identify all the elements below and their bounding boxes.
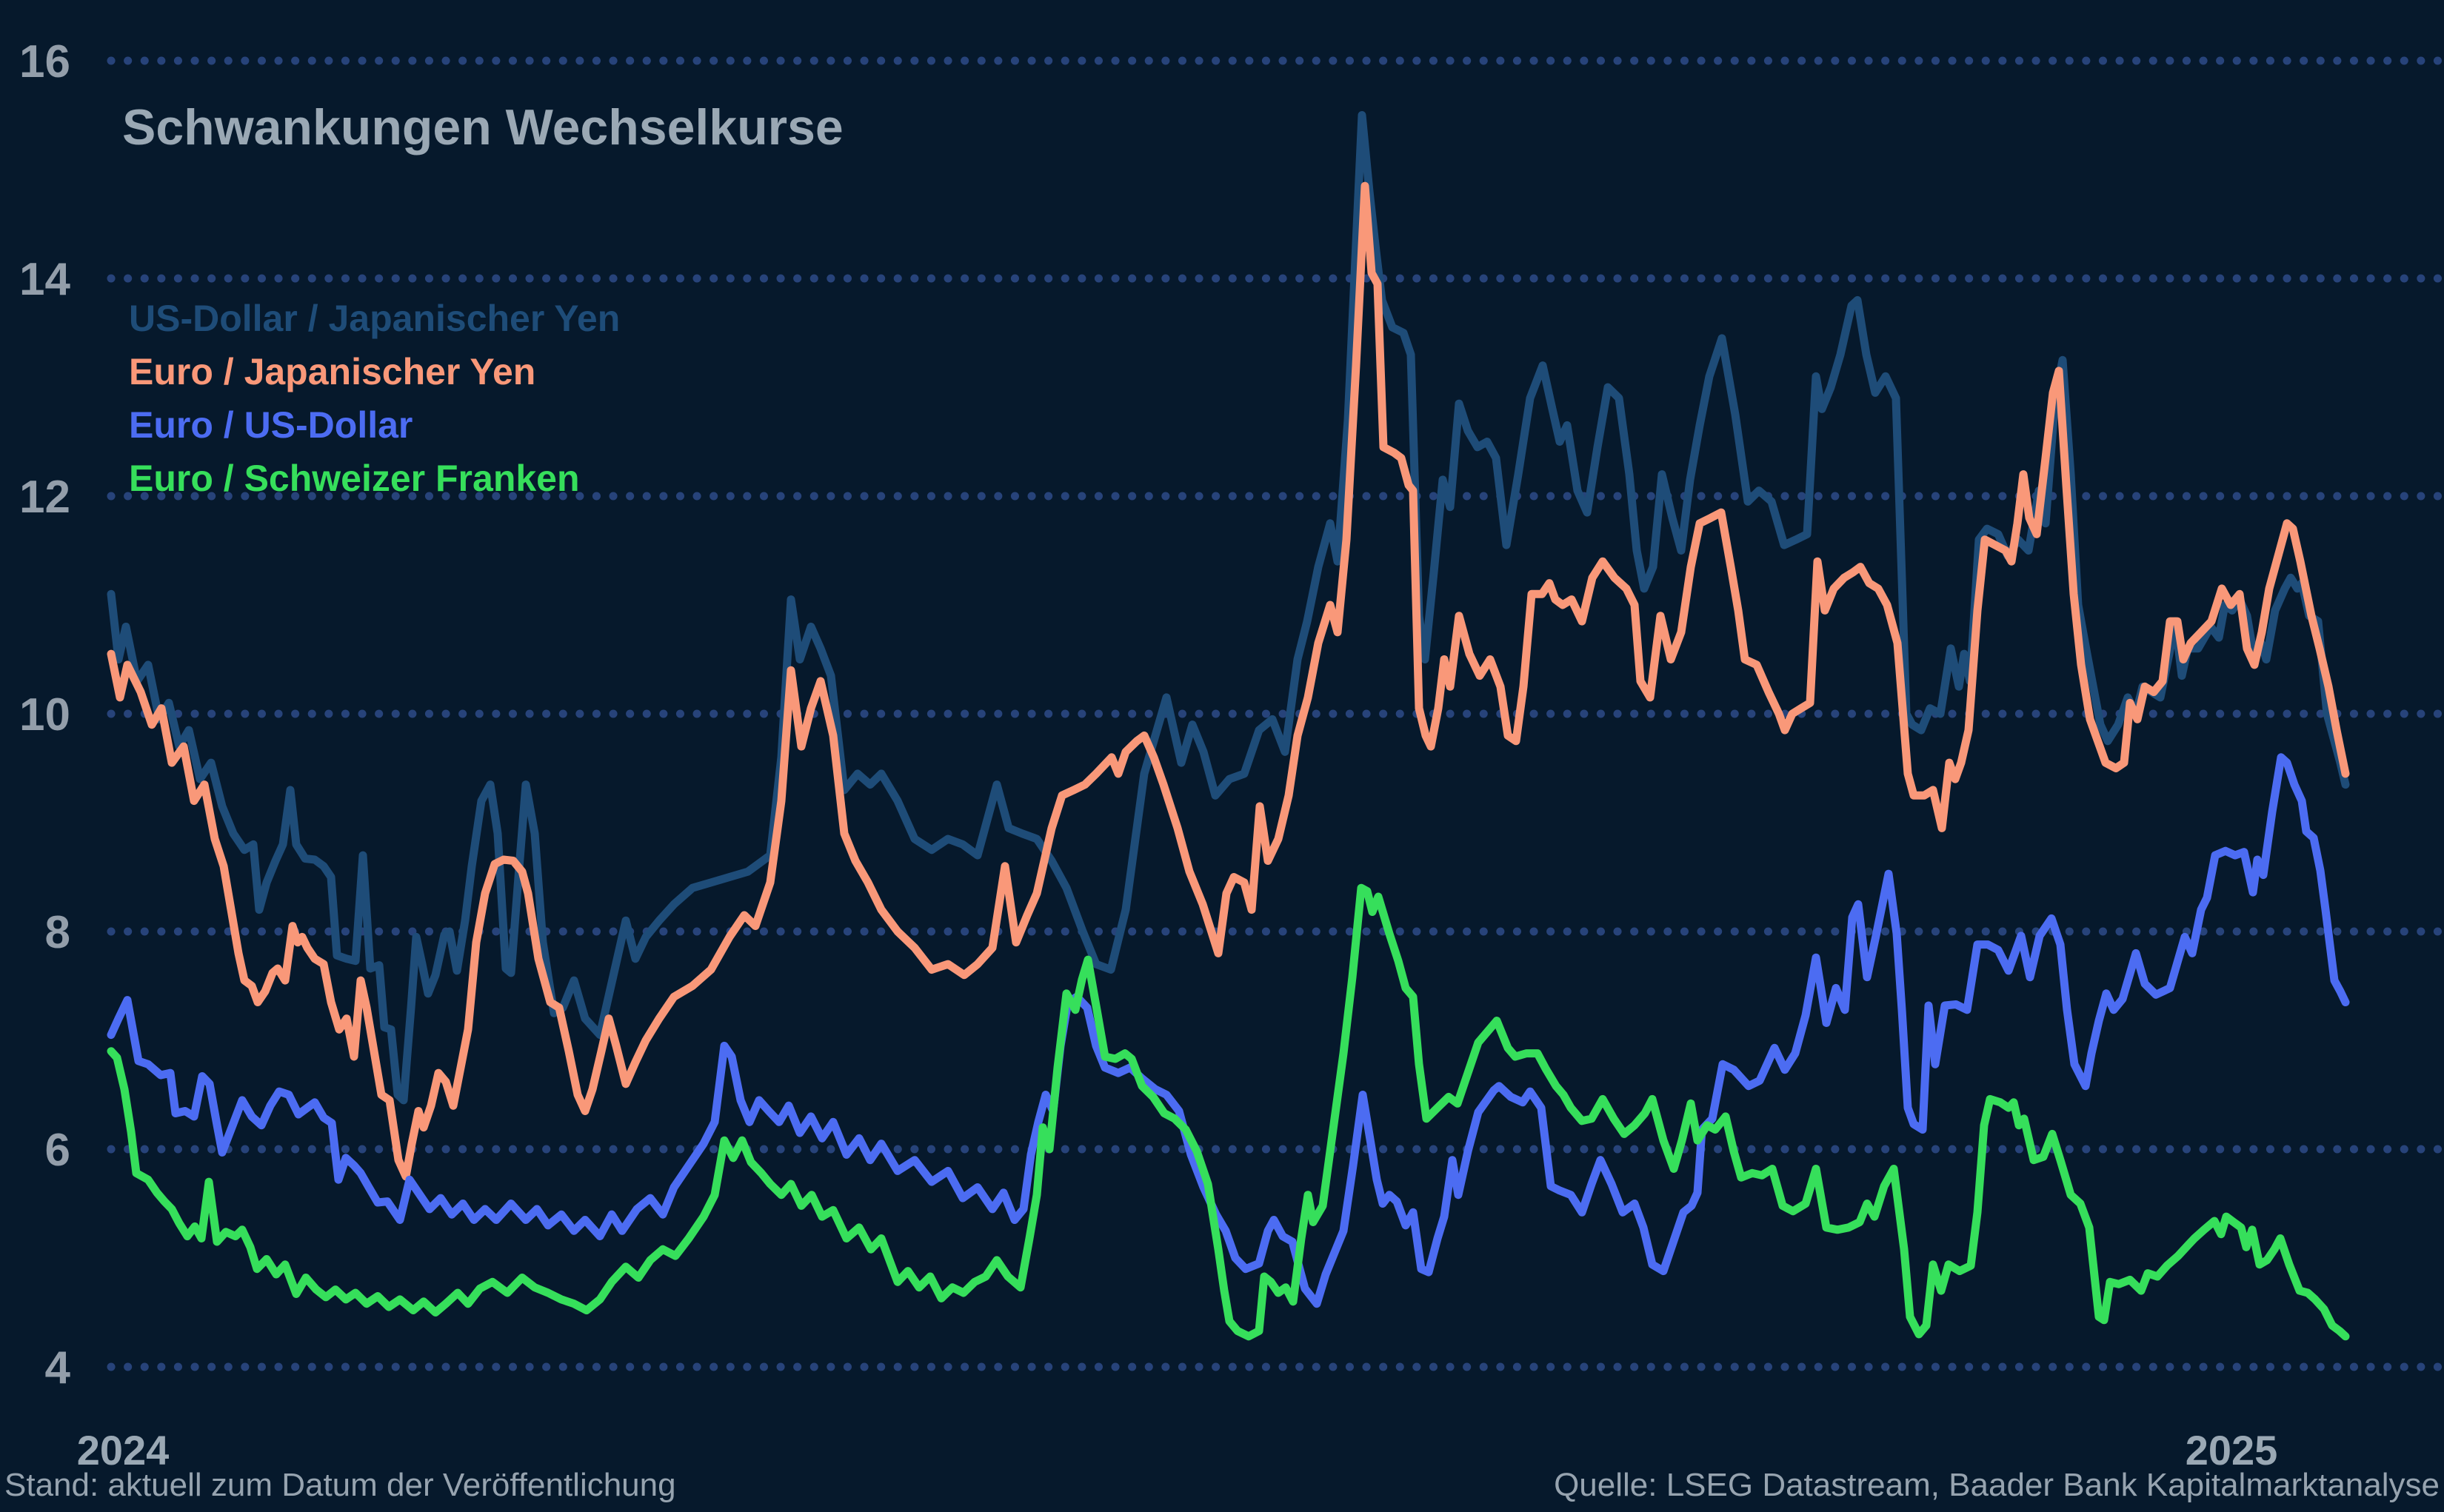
series-line-2-euro-us-dollar [107,753,2350,1308]
y-tick-label-8: 8 [45,907,70,958]
x-axis-labels: 2024 2025 [77,1427,2278,1473]
y-tick-label-6: 6 [45,1125,70,1176]
y-axis-labels: 16 14 12 10 8 6 4 [19,36,70,1394]
footer-source-note: Quelle: LSEG Datastream, Baader Bank Kap… [1554,1467,2440,1503]
legend-item-eur-chf: Euro / Schweizer Franken [129,458,580,499]
chart-title: Schwankungen Wechselkurse [122,99,844,155]
y-tick-label-12: 12 [19,472,70,523]
series-line-3-euro-schweizer-franken [107,883,2350,1341]
data-series-lines [107,111,2350,1341]
x-tick-label-2025: 2025 [2186,1427,2278,1473]
y-tick-label-10: 10 [19,689,70,740]
legend-item-eur-usd: Euro / US-Dollar [129,404,413,446]
series-line-1-euro-japanischer-yen [107,181,2350,1181]
footer-status-note: Stand: aktuell zum Datum der Veröffentli… [4,1467,676,1503]
y-tick-label-16: 16 [19,36,70,87]
legend: US-Dollar / Japanischer Yen Euro / Japan… [129,298,620,499]
legend-item-eur-jpy: Euro / Japanischer Yen [129,351,535,392]
y-tick-label-14: 14 [19,254,70,305]
series-line-0-us-dollar-japanischer-yen [107,111,2350,1105]
y-tick-label-4: 4 [45,1342,71,1394]
x-tick-label-2024: 2024 [77,1427,170,1473]
legend-item-usd-jpy: US-Dollar / Japanischer Yen [129,298,620,339]
